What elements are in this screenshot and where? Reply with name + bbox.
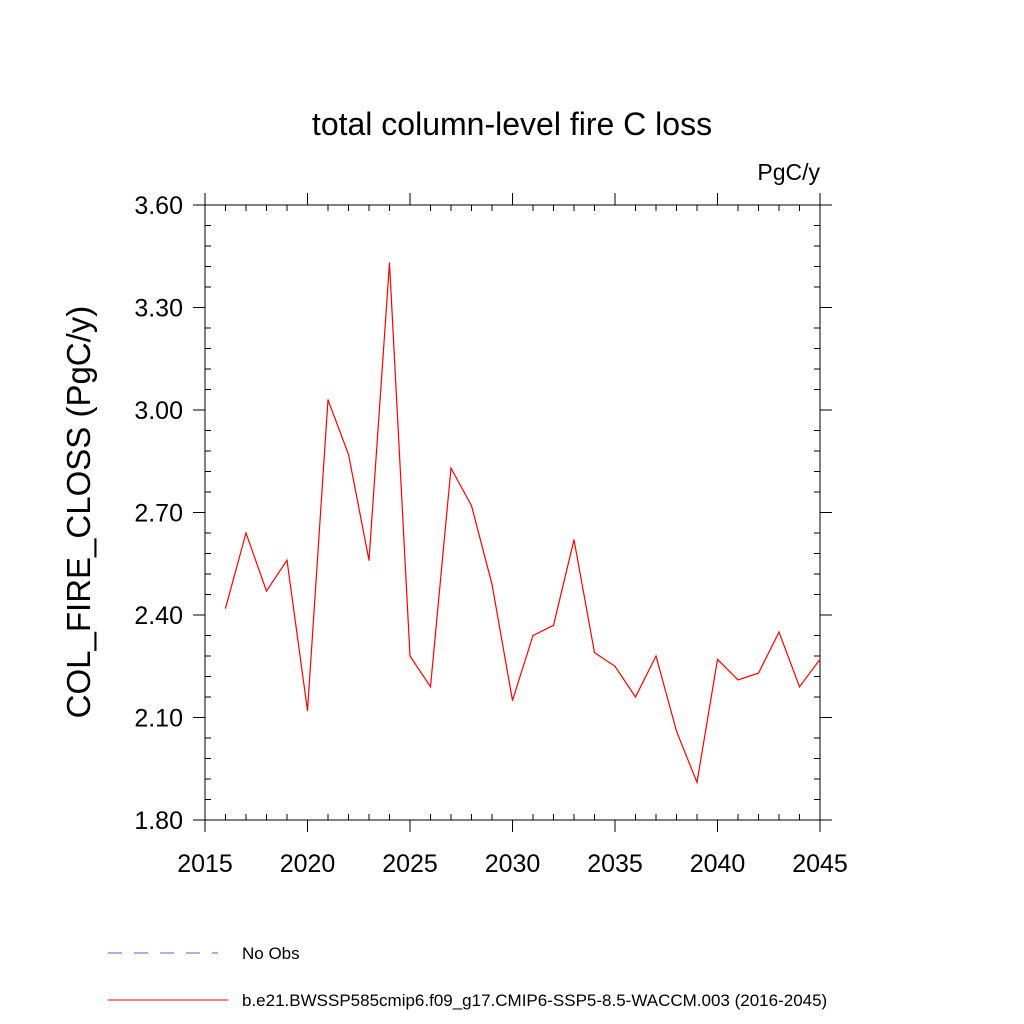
data-point (286, 559, 288, 561)
data-point (429, 686, 432, 688)
data-point (532, 634, 534, 637)
x-tick-label: 2030 (485, 850, 541, 878)
y-tick-label: 1.80 (134, 807, 183, 835)
plot-frame (204, 204, 821, 821)
y-tick-label: 2.10 (134, 705, 183, 733)
data-point (470, 505, 473, 507)
data-point (716, 658, 719, 661)
y-tick-label: 2.40 (134, 602, 183, 630)
data-point (819, 658, 821, 661)
data-point (245, 532, 247, 534)
data-point (327, 399, 329, 401)
data-point (634, 696, 637, 698)
y-tick-label: 3.00 (134, 397, 183, 425)
data-point (265, 590, 268, 592)
data-point (224, 607, 227, 609)
data-point (737, 679, 739, 681)
legend-label-no-obs: No Obs (242, 944, 300, 963)
x-tick-label: 2015 (177, 850, 233, 878)
data-point (675, 730, 678, 732)
x-tick-label: 2025 (382, 850, 438, 878)
data-point (450, 467, 452, 469)
units-label: PgC/y (757, 159, 820, 185)
data-point (798, 686, 801, 688)
y-axis-label: COL_FIRE_CLOSS (PgC/y) (60, 306, 97, 719)
x-tick-label: 2040 (690, 850, 746, 878)
data-point (491, 583, 493, 585)
y-tick-label: 2.70 (134, 500, 183, 528)
data-point (696, 781, 698, 784)
data-point (593, 651, 596, 654)
plot-area: 2015 2020 2025 2030 2035 2040 2045 1.80 2.10 2.40… (134, 192, 847, 878)
data-point (573, 539, 575, 541)
chart-title: total column-level fire C loss (312, 106, 712, 142)
data-point (368, 559, 370, 561)
data-point (409, 655, 411, 657)
data-point (778, 631, 780, 633)
data-point (388, 262, 391, 264)
data-point (655, 655, 657, 657)
series-line-0 (224, 263, 821, 785)
legend-label-model: b.e21.BWSSP585cmip6.f09_g17.CMIP6-SSP5-8… (242, 991, 827, 1010)
data-point (552, 624, 555, 626)
x-tick-label: 2020 (280, 850, 336, 878)
data-point (614, 665, 616, 667)
data-point (757, 672, 760, 674)
y-tick-label: 3.60 (134, 192, 183, 220)
y-tick-label: 3.30 (134, 295, 183, 323)
data-point (306, 710, 309, 712)
data-point (511, 699, 514, 702)
data-point (347, 453, 350, 456)
x-tick-label: 2045 (792, 850, 848, 878)
x-tick-label: 2035 (587, 850, 643, 878)
